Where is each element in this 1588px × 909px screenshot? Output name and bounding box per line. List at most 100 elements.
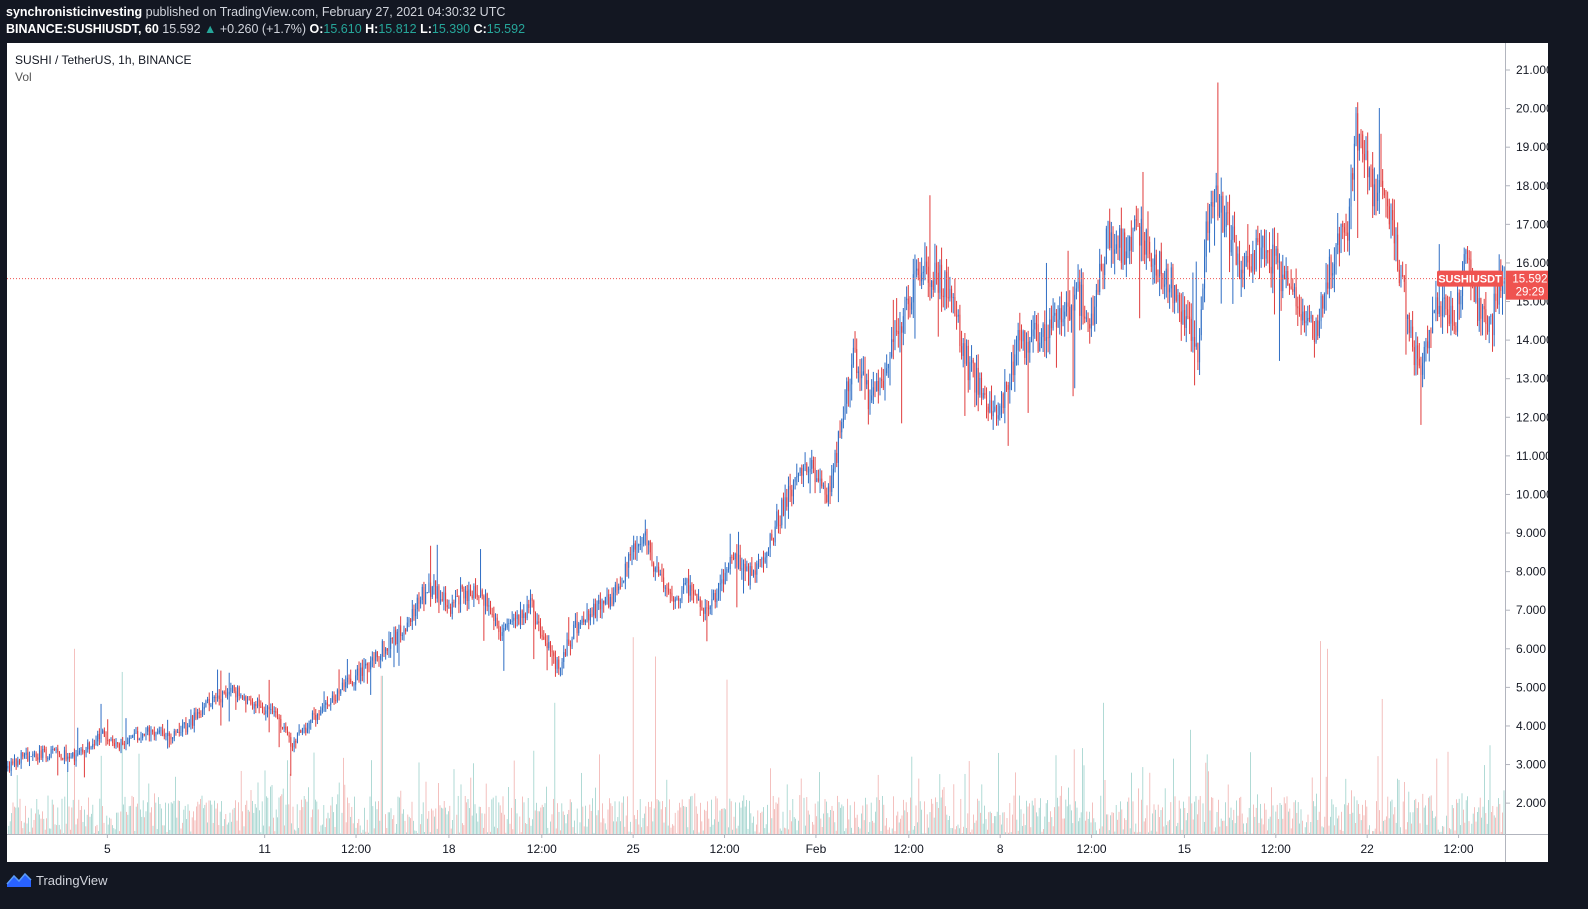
volume-bar bbox=[952, 828, 953, 834]
volume-bar bbox=[1065, 799, 1067, 834]
y-tick-label: 7.000 bbox=[1516, 603, 1546, 617]
volume-bar bbox=[555, 828, 557, 834]
volume-bar bbox=[1031, 800, 1033, 834]
candle-body bbox=[694, 593, 696, 595]
volume-bar bbox=[165, 802, 166, 834]
volume-bar bbox=[777, 803, 778, 834]
volume-bar bbox=[95, 826, 96, 834]
candle-body bbox=[741, 568, 743, 570]
volume-bar bbox=[778, 797, 780, 834]
candle-body bbox=[1420, 365, 1422, 375]
candle-body bbox=[1372, 168, 1374, 207]
candle-body bbox=[1042, 324, 1044, 337]
price-chart[interactable]: 2.0003.0004.0005.0006.0007.0008.0009.000… bbox=[7, 43, 1548, 862]
candle-body bbox=[1035, 322, 1037, 325]
candle-body bbox=[103, 730, 105, 737]
volume-bar bbox=[943, 787, 945, 834]
candle-body bbox=[1154, 254, 1156, 265]
volume-bar bbox=[589, 804, 591, 834]
volume-bar bbox=[406, 832, 407, 834]
candle-body bbox=[766, 552, 768, 558]
volume-bar bbox=[238, 802, 239, 834]
candle-body bbox=[333, 695, 335, 701]
volume-bar bbox=[848, 819, 850, 834]
candle-body bbox=[1322, 296, 1324, 309]
volume-bar bbox=[1363, 815, 1365, 834]
volume-bar bbox=[427, 818, 428, 834]
candle-body bbox=[1139, 226, 1141, 246]
candle-body bbox=[1453, 321, 1455, 326]
candle-body bbox=[676, 598, 678, 600]
candle-body bbox=[1184, 310, 1186, 328]
candle-body bbox=[1160, 251, 1162, 274]
candle-body bbox=[498, 625, 500, 633]
volume-bar bbox=[1010, 832, 1012, 834]
candle-body bbox=[1200, 309, 1202, 336]
volume-bar bbox=[1183, 801, 1184, 834]
volume-bar bbox=[659, 801, 661, 834]
candle-body bbox=[145, 731, 147, 735]
volume-bar bbox=[36, 799, 38, 834]
volume-bar bbox=[243, 826, 245, 834]
volume-bar bbox=[681, 799, 683, 834]
volume-bar bbox=[1169, 819, 1170, 834]
volume-bar bbox=[1454, 830, 1456, 834]
candle-body bbox=[571, 638, 573, 647]
candle-body bbox=[315, 714, 317, 721]
volume-bar bbox=[1241, 813, 1243, 834]
candle-body bbox=[839, 431, 841, 433]
candle-body bbox=[330, 702, 332, 705]
volume-bar bbox=[844, 831, 845, 834]
volume-bar bbox=[23, 822, 25, 834]
volume-bar bbox=[1470, 833, 1471, 834]
candle-body bbox=[696, 594, 698, 601]
volume-bar bbox=[1433, 817, 1435, 834]
candle-body bbox=[574, 620, 576, 625]
candle-body bbox=[123, 744, 125, 746]
candle-body bbox=[969, 362, 971, 381]
volume-bar bbox=[184, 805, 186, 834]
volume-bar bbox=[296, 804, 298, 834]
x-tick-label: 12:00 bbox=[1077, 842, 1107, 856]
volume-bar bbox=[1148, 832, 1149, 834]
volume-bar bbox=[169, 829, 171, 834]
candle-body bbox=[1165, 268, 1167, 285]
candle-body bbox=[1332, 273, 1334, 276]
chart-panel[interactable]: 2.000 3.000 4.000 5.000 6.000 7.000 8.000 9.000… bbox=[7, 43, 1548, 862]
volume-bar bbox=[162, 825, 164, 834]
candle-body bbox=[90, 747, 92, 750]
candle-body bbox=[646, 531, 648, 546]
volume-bar bbox=[67, 770, 68, 834]
volume-bar bbox=[1317, 819, 1319, 834]
volume-bar bbox=[875, 811, 876, 834]
candle-body bbox=[1255, 238, 1257, 270]
volume-bar bbox=[737, 825, 739, 834]
candle-body bbox=[1435, 297, 1437, 311]
candle-body bbox=[371, 657, 373, 661]
candle-body bbox=[684, 582, 686, 584]
candle-body bbox=[551, 650, 553, 653]
volume-bar bbox=[301, 799, 302, 834]
volume-bar bbox=[992, 823, 994, 834]
candle-body bbox=[701, 607, 703, 611]
volume-bar bbox=[64, 796, 66, 834]
volume-bar bbox=[194, 820, 196, 834]
volume-bar bbox=[1195, 796, 1197, 834]
candle-body bbox=[350, 678, 352, 683]
candle-body bbox=[1034, 322, 1036, 330]
volume-bar bbox=[382, 675, 383, 834]
candle-body bbox=[613, 592, 615, 605]
volume-bar bbox=[1115, 805, 1117, 834]
candle-body bbox=[651, 552, 653, 564]
volume-bar bbox=[30, 808, 32, 834]
footer-brand[interactable]: TradingView bbox=[6, 872, 108, 888]
volume-bar bbox=[226, 824, 228, 834]
candle-body bbox=[72, 752, 74, 757]
candle-body bbox=[721, 579, 723, 584]
publisher-name[interactable]: synchronisticinvesting bbox=[6, 5, 143, 19]
volume-bar bbox=[203, 808, 204, 834]
candle-body bbox=[82, 749, 84, 753]
volume-bar bbox=[907, 812, 908, 834]
volume-bar bbox=[1051, 817, 1053, 834]
volume-bar bbox=[543, 807, 544, 834]
